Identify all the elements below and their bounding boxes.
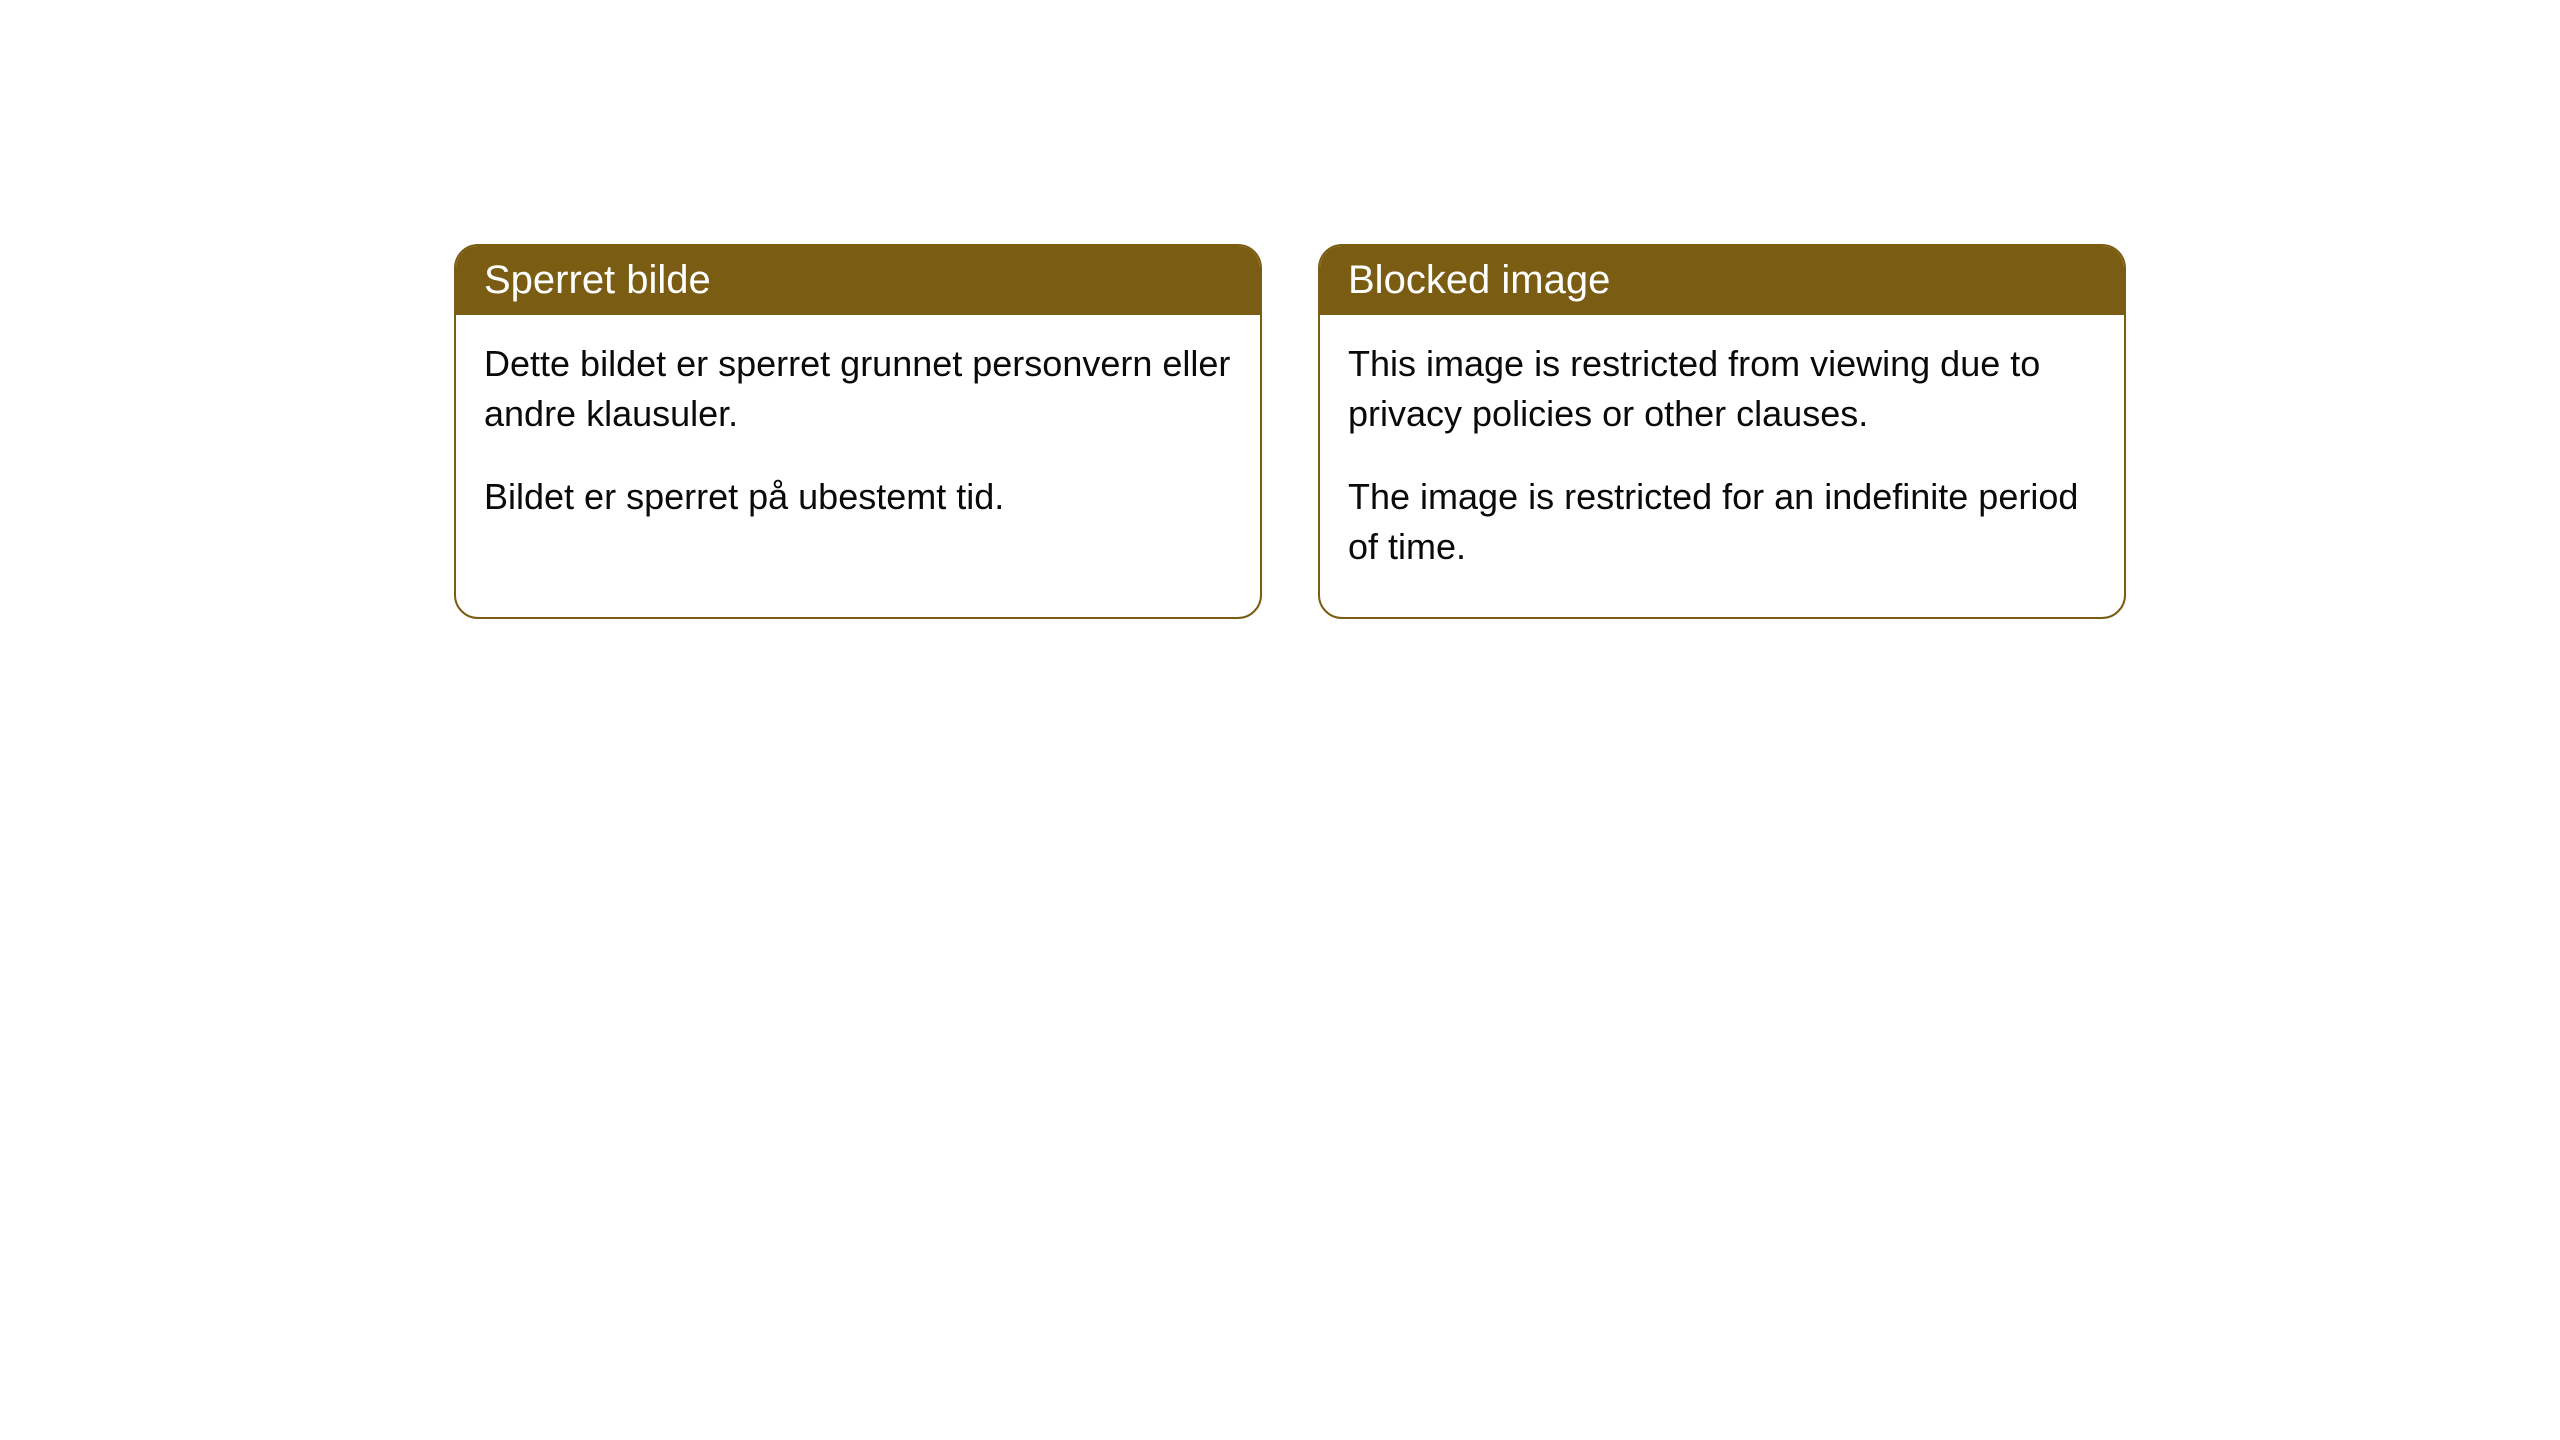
card-header-no: Sperret bilde	[456, 246, 1260, 315]
card-para2-en: The image is restricted for an indefinit…	[1348, 472, 2096, 573]
card-para1-en: This image is restricted from viewing du…	[1348, 339, 2096, 440]
card-para2-no: Bildet er sperret på ubestemt tid.	[484, 472, 1232, 522]
card-body-en: This image is restricted from viewing du…	[1320, 315, 2124, 617]
card-para1-no: Dette bildet er sperret grunnet personve…	[484, 339, 1232, 440]
blocked-image-card-en: Blocked image This image is restricted f…	[1318, 244, 2126, 619]
blocked-image-card-no: Sperret bilde Dette bildet er sperret gr…	[454, 244, 1262, 619]
card-body-no: Dette bildet er sperret grunnet personve…	[456, 315, 1260, 566]
cards-container: Sperret bilde Dette bildet er sperret gr…	[0, 0, 2560, 619]
card-header-en: Blocked image	[1320, 246, 2124, 315]
